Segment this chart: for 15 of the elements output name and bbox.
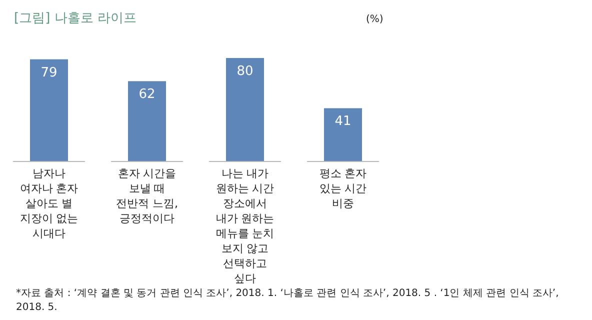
data-label: 62 [138,87,156,102]
bar [30,59,68,161]
text: *자료 출처 : ‘계약 결혼 및 동거 관련 인식 조사’, 2018. 1. ‘나홀로 관련 인식 조사’, 2018. 5 . ‘1인 체제 관련 인식 조사’, 2018. 5. [16,288,559,313]
data-label: 79 [40,65,58,80]
data-label: 41 [334,114,352,130]
bar [226,58,264,161]
x-tick-label: 혼자 시간을 보낼 때 전반적 느낌, 긍정적이다 [116,167,178,225]
x-tick-label: 남자나 여자나 혼자 살아도 별 지장이 없는 시대다 [20,167,78,240]
x-tick-label: 평소 혼자 있는 시간 비중 [319,167,367,210]
x-tick-label: 나는 내가 원하는 시간 장소에서 내가 원하는 메뉴를 눈치 보지 않고 선택하고 싶다 [216,167,274,285]
chart-title: [그림] 나홀로 라이프 [14,11,136,26]
y-axis-title: (%) [366,14,384,25]
data-label: 80 [236,64,254,79]
bar [128,81,166,161]
bar [324,108,362,161]
